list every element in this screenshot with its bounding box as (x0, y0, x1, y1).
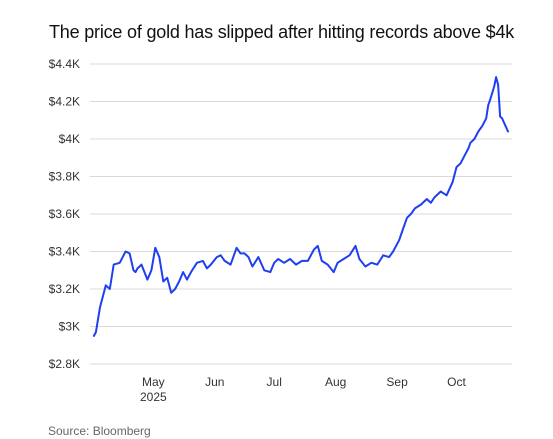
grid-lines (90, 63, 512, 365)
x-tick-label: May (142, 375, 165, 389)
x-tick-label: Oct (447, 375, 466, 389)
x-tick-label: Sep (386, 375, 408, 389)
y-tick-label: $4.4K (49, 57, 80, 71)
y-tick-label: $3K (59, 320, 80, 334)
x-tick-label: Aug (325, 375, 346, 389)
source-note: Source: Bloomberg (48, 424, 151, 438)
y-tick-label: $2.8K (49, 357, 80, 371)
x-tick-label: Jun (205, 375, 224, 389)
x-tick-sublabel: 2025 (140, 390, 167, 404)
gold-price-line (92, 76, 509, 337)
x-tick-label: Jul (267, 375, 282, 389)
y-tick-label: $3.8K (49, 170, 80, 184)
y-tick-label: $3.4K (49, 245, 80, 259)
chart-title: The price of gold has slipped after hitt… (49, 22, 515, 42)
y-tick-label: $3.6K (49, 207, 80, 221)
y-tick-label: $4K (59, 132, 80, 146)
y-axis-tick-labels: $4.4K $4.2K $4K $3.8K $3.6K $3.4K $3.2K $3K $2.8… (49, 57, 80, 371)
y-tick-label: $3.2K (49, 282, 80, 296)
y-tick-label: $4.2K (49, 95, 80, 109)
